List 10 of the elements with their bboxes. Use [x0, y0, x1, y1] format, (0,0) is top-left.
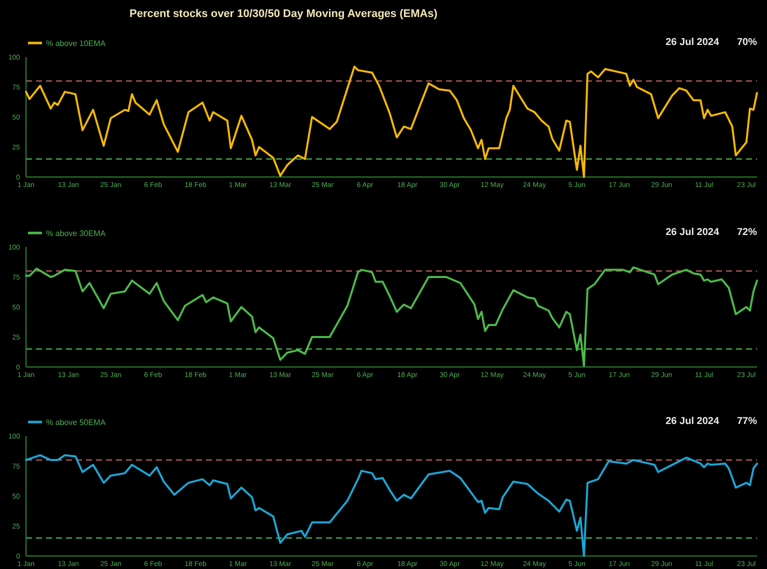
legend-label: % above 30EMA: [46, 229, 106, 238]
text: 26 Jul 2024: [666, 37, 720, 48]
text: 72%: [736, 227, 758, 238]
text: 26 Jul 2024: [666, 227, 720, 238]
text: 70%: [736, 37, 758, 48]
legend-label: % above 10EMA: [46, 39, 106, 48]
legend-label: % above 50EMA: [46, 418, 106, 427]
text: 26 Jul 2024: [666, 416, 720, 427]
text: 77%: [736, 416, 758, 427]
chart-title: Percent stocks over 10/30/50 Day Moving Averages (EMAs): [130, 8, 438, 20]
